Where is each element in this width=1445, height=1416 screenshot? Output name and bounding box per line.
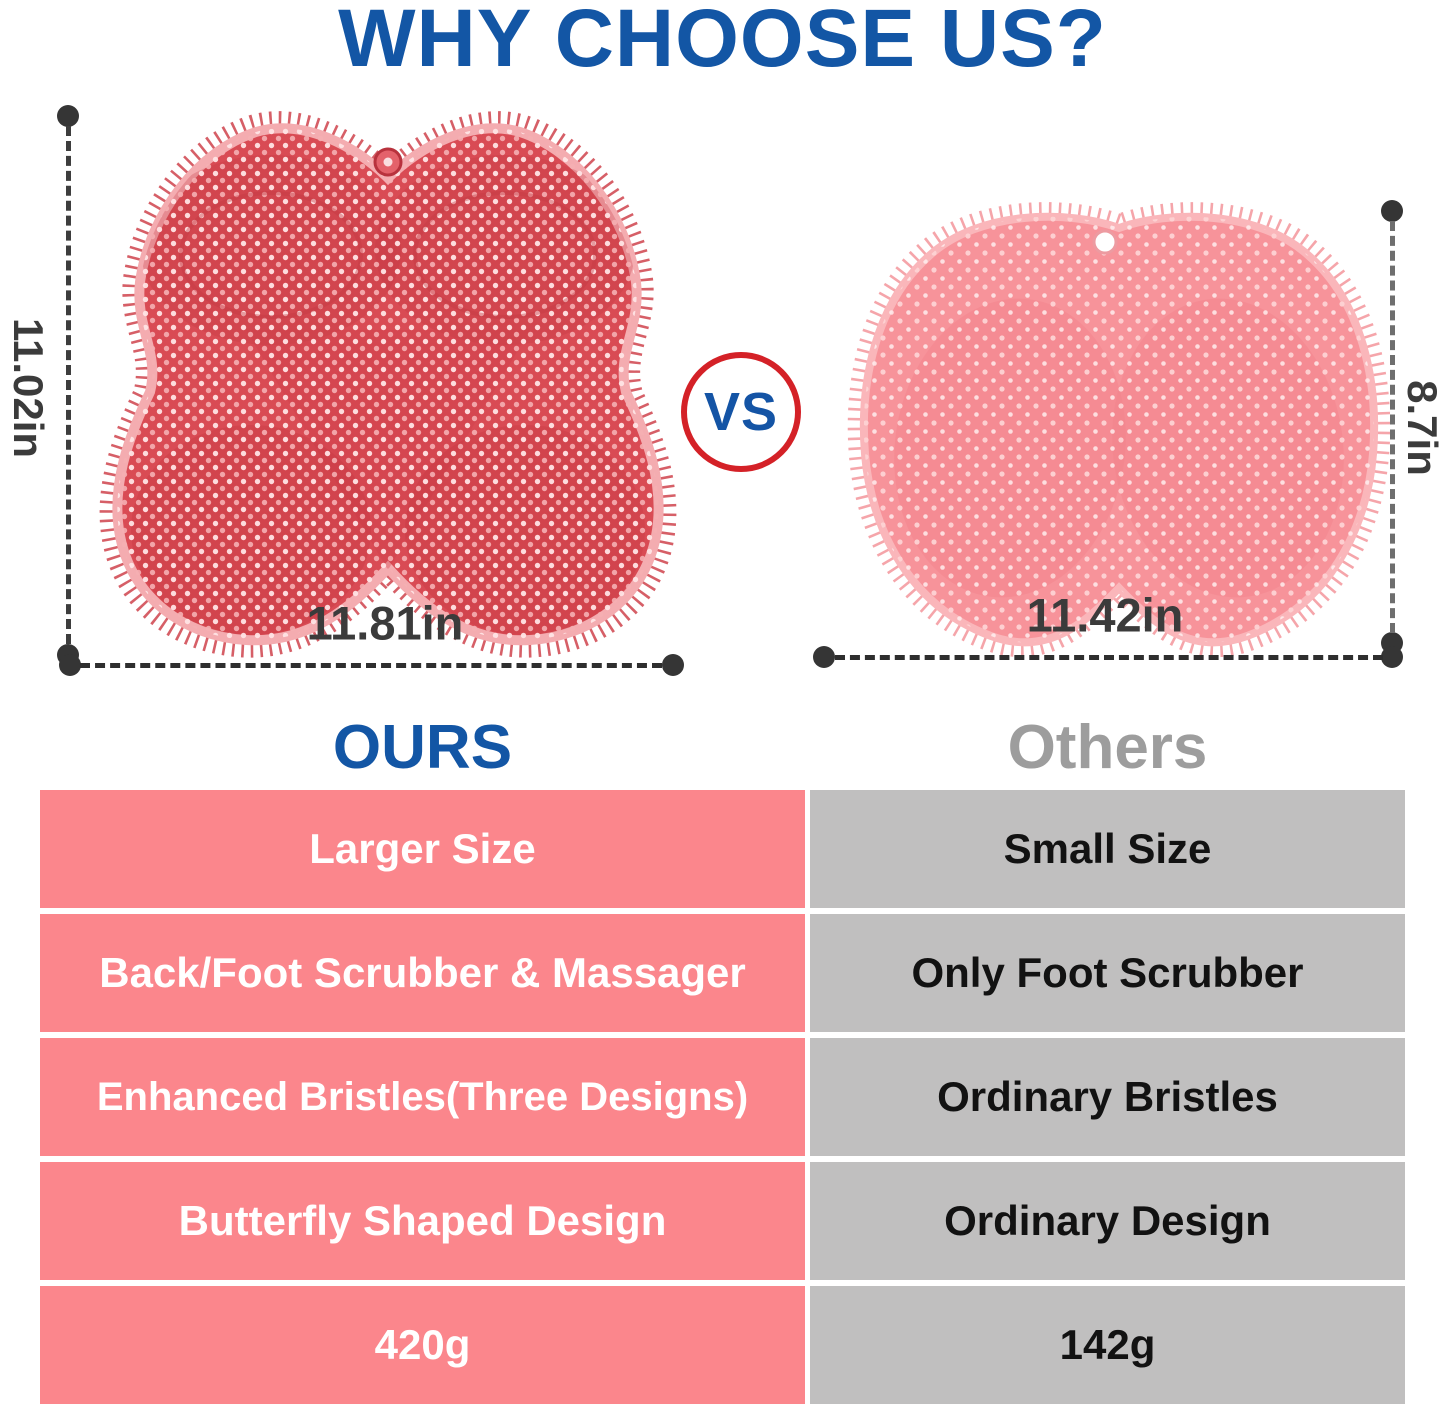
page-title: WHY CHOOSE US?: [338, 0, 1107, 84]
table-cell-others-size: Small Size: [810, 790, 1405, 908]
vs-label: VS: [703, 382, 779, 442]
dimension-endpoint-dot: [59, 654, 81, 676]
table-cell-others-bristles: Ordinary Bristles: [810, 1038, 1405, 1156]
dimension-endpoint-dot: [813, 646, 835, 668]
others-header: Others: [1007, 713, 1208, 782]
table-cell-ours-function: Back/Foot Scrubber & Massager: [40, 914, 805, 1032]
ordinary-scrubber-graphic: [847, 202, 1391, 658]
table-cell-others-weight: 142g: [810, 1286, 1405, 1404]
table-cell-others-function: Only Foot Scrubber: [810, 914, 1405, 1032]
ours-header: OURS: [332, 713, 513, 782]
table-cell-ours-design: Butterfly Shaped Design: [40, 1162, 805, 1280]
dimension-endpoint-dot: [1381, 200, 1403, 222]
comparison-table: Larger Size Small Size Back/Foot Scrubbe…: [40, 790, 1405, 1404]
table-cell-ours-bristles: Enhanced Bristles(Three Designs): [40, 1038, 805, 1156]
others-width-dimension-line: [835, 655, 1383, 660]
ours-product-image: [86, 100, 690, 664]
table-cell-others-design: Ordinary Design: [810, 1162, 1405, 1280]
ours-height-label: 11.02in: [5, 317, 52, 459]
others-product-image: [845, 198, 1393, 662]
hanging-hole: [1092, 229, 1118, 255]
butterfly-scrubber-graphic: [99, 111, 677, 658]
others-height-dimension-line: [1390, 221, 1395, 633]
table-cell-ours-size: Larger Size: [40, 790, 805, 908]
ours-height-dimension-line: [66, 126, 71, 644]
dimension-endpoint-dot: [57, 105, 79, 127]
ours-width-label: 11.81in: [306, 596, 464, 650]
table-cell-ours-weight: 420g: [40, 1286, 805, 1404]
vs-badge: VS: [681, 352, 801, 472]
ours-width-dimension-line: [80, 663, 662, 668]
dimension-endpoint-dot: [1381, 646, 1403, 668]
others-width-label: 11.42in: [1026, 588, 1184, 642]
dimension-endpoint-dot: [662, 654, 684, 676]
others-height-label: 8.7in: [1399, 380, 1445, 476]
